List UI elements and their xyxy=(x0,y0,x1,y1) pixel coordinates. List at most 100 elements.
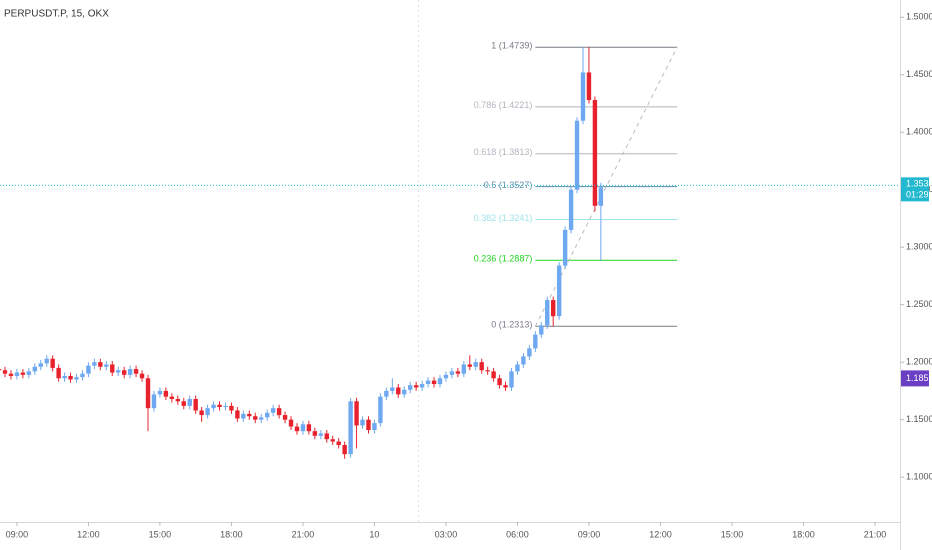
candle-body xyxy=(402,389,407,395)
candle-body xyxy=(425,380,431,385)
fib-label: 0.382 (1.3241) xyxy=(474,213,533,223)
candle-body xyxy=(294,426,300,432)
candle-body xyxy=(479,362,484,371)
candle-body xyxy=(491,371,496,379)
x-tick-label: 12:00 xyxy=(649,529,672,539)
candle-body xyxy=(574,120,580,190)
candle-body xyxy=(366,419,371,431)
last-price-box xyxy=(901,177,929,202)
candle-body xyxy=(116,370,121,373)
candle-body xyxy=(378,396,383,424)
candle-body xyxy=(455,371,461,374)
candle-body xyxy=(413,385,419,388)
candle-body xyxy=(598,187,604,206)
marker-price-label: 1.1859 xyxy=(906,373,932,383)
y-tick-label: 1.3000 xyxy=(906,242,932,252)
candle-body xyxy=(139,373,145,379)
x-tick-label: 09:00 xyxy=(578,529,601,539)
candle-body xyxy=(509,371,514,388)
candle-body xyxy=(586,72,592,101)
candle-body xyxy=(2,370,8,374)
x-tick-label: 10 xyxy=(369,529,379,539)
candle-body xyxy=(32,366,37,372)
candle-body xyxy=(545,300,550,326)
candle-body xyxy=(169,396,175,399)
x-tick-label: 15:00 xyxy=(149,529,172,539)
candle-body xyxy=(193,398,198,411)
candle-body xyxy=(503,385,508,388)
marker-price-box xyxy=(901,370,929,387)
candle-body xyxy=(592,100,598,206)
candle-body xyxy=(44,358,49,364)
x-tick-label: 06:00 xyxy=(506,529,529,539)
candle-body xyxy=(437,378,443,385)
candle-body xyxy=(98,362,103,367)
candle-body xyxy=(26,371,32,375)
x-tick-label: 15:00 xyxy=(721,529,744,539)
candle-body xyxy=(461,364,467,374)
candle-body xyxy=(163,390,169,397)
candle-body xyxy=(515,364,520,372)
candle-body xyxy=(217,404,222,408)
fib-label: 0.618 (1.3813) xyxy=(474,147,533,157)
x-tick-label: 12:00 xyxy=(77,529,100,539)
candle-body xyxy=(50,358,55,368)
candle-body xyxy=(121,370,127,375)
candle-body xyxy=(396,387,401,395)
y-tick-label: 1.4500 xyxy=(906,69,932,79)
candle-body xyxy=(181,401,186,406)
candle-body xyxy=(74,377,79,380)
candle-body xyxy=(562,229,568,266)
candle-body xyxy=(419,384,425,388)
candle-body xyxy=(288,419,294,427)
candle-body xyxy=(390,387,395,391)
candle-body xyxy=(300,424,306,432)
candle-body xyxy=(527,348,532,357)
candle-body xyxy=(68,375,73,380)
x-tick-label: 21:00 xyxy=(292,529,315,539)
candle-body xyxy=(80,373,85,378)
y-tick-label: 1.2000 xyxy=(906,357,932,367)
candle-body xyxy=(133,369,139,374)
candle-body xyxy=(205,408,210,416)
candle-body xyxy=(110,364,115,373)
fib-label: 0.236 (1.2887) xyxy=(474,254,533,264)
candle-body xyxy=(306,424,312,432)
candle-body xyxy=(86,365,91,374)
candle-body xyxy=(407,385,413,390)
x-tick-label: 09:00 xyxy=(6,529,29,539)
candle-body xyxy=(324,433,329,440)
candle-body xyxy=(20,372,26,375)
candle-body xyxy=(336,441,341,445)
countdown-label: 01:29 xyxy=(906,190,929,200)
candle-body xyxy=(354,401,359,426)
candle-body xyxy=(556,265,562,317)
candle-body xyxy=(431,380,437,385)
candle-body xyxy=(312,431,318,436)
y-tick-label: 1.4000 xyxy=(906,127,932,137)
candle-body xyxy=(473,362,478,367)
candle-body xyxy=(14,372,20,376)
candle-body xyxy=(199,410,204,416)
fib-label: 0.5 (1.3527) xyxy=(484,180,533,190)
candle-body xyxy=(38,363,43,367)
candle-body xyxy=(360,419,365,426)
candle-body xyxy=(270,408,276,413)
candle-body xyxy=(539,325,544,335)
y-tick-label: 1.1500 xyxy=(906,414,932,424)
candle-body xyxy=(253,416,258,420)
candle-body xyxy=(580,72,586,121)
candle-body xyxy=(229,405,234,411)
y-tick-label: 1.1000 xyxy=(906,472,932,482)
candle-body xyxy=(187,398,192,406)
candle-body xyxy=(0,369,2,371)
candle-body xyxy=(8,373,14,376)
candle-body xyxy=(497,378,502,386)
fib-label: 0 (1.2313) xyxy=(491,320,532,330)
candle-body xyxy=(223,405,228,408)
candle-body xyxy=(241,413,246,419)
candle-body xyxy=(104,364,109,367)
x-tick-label: 03:00 xyxy=(435,529,458,539)
